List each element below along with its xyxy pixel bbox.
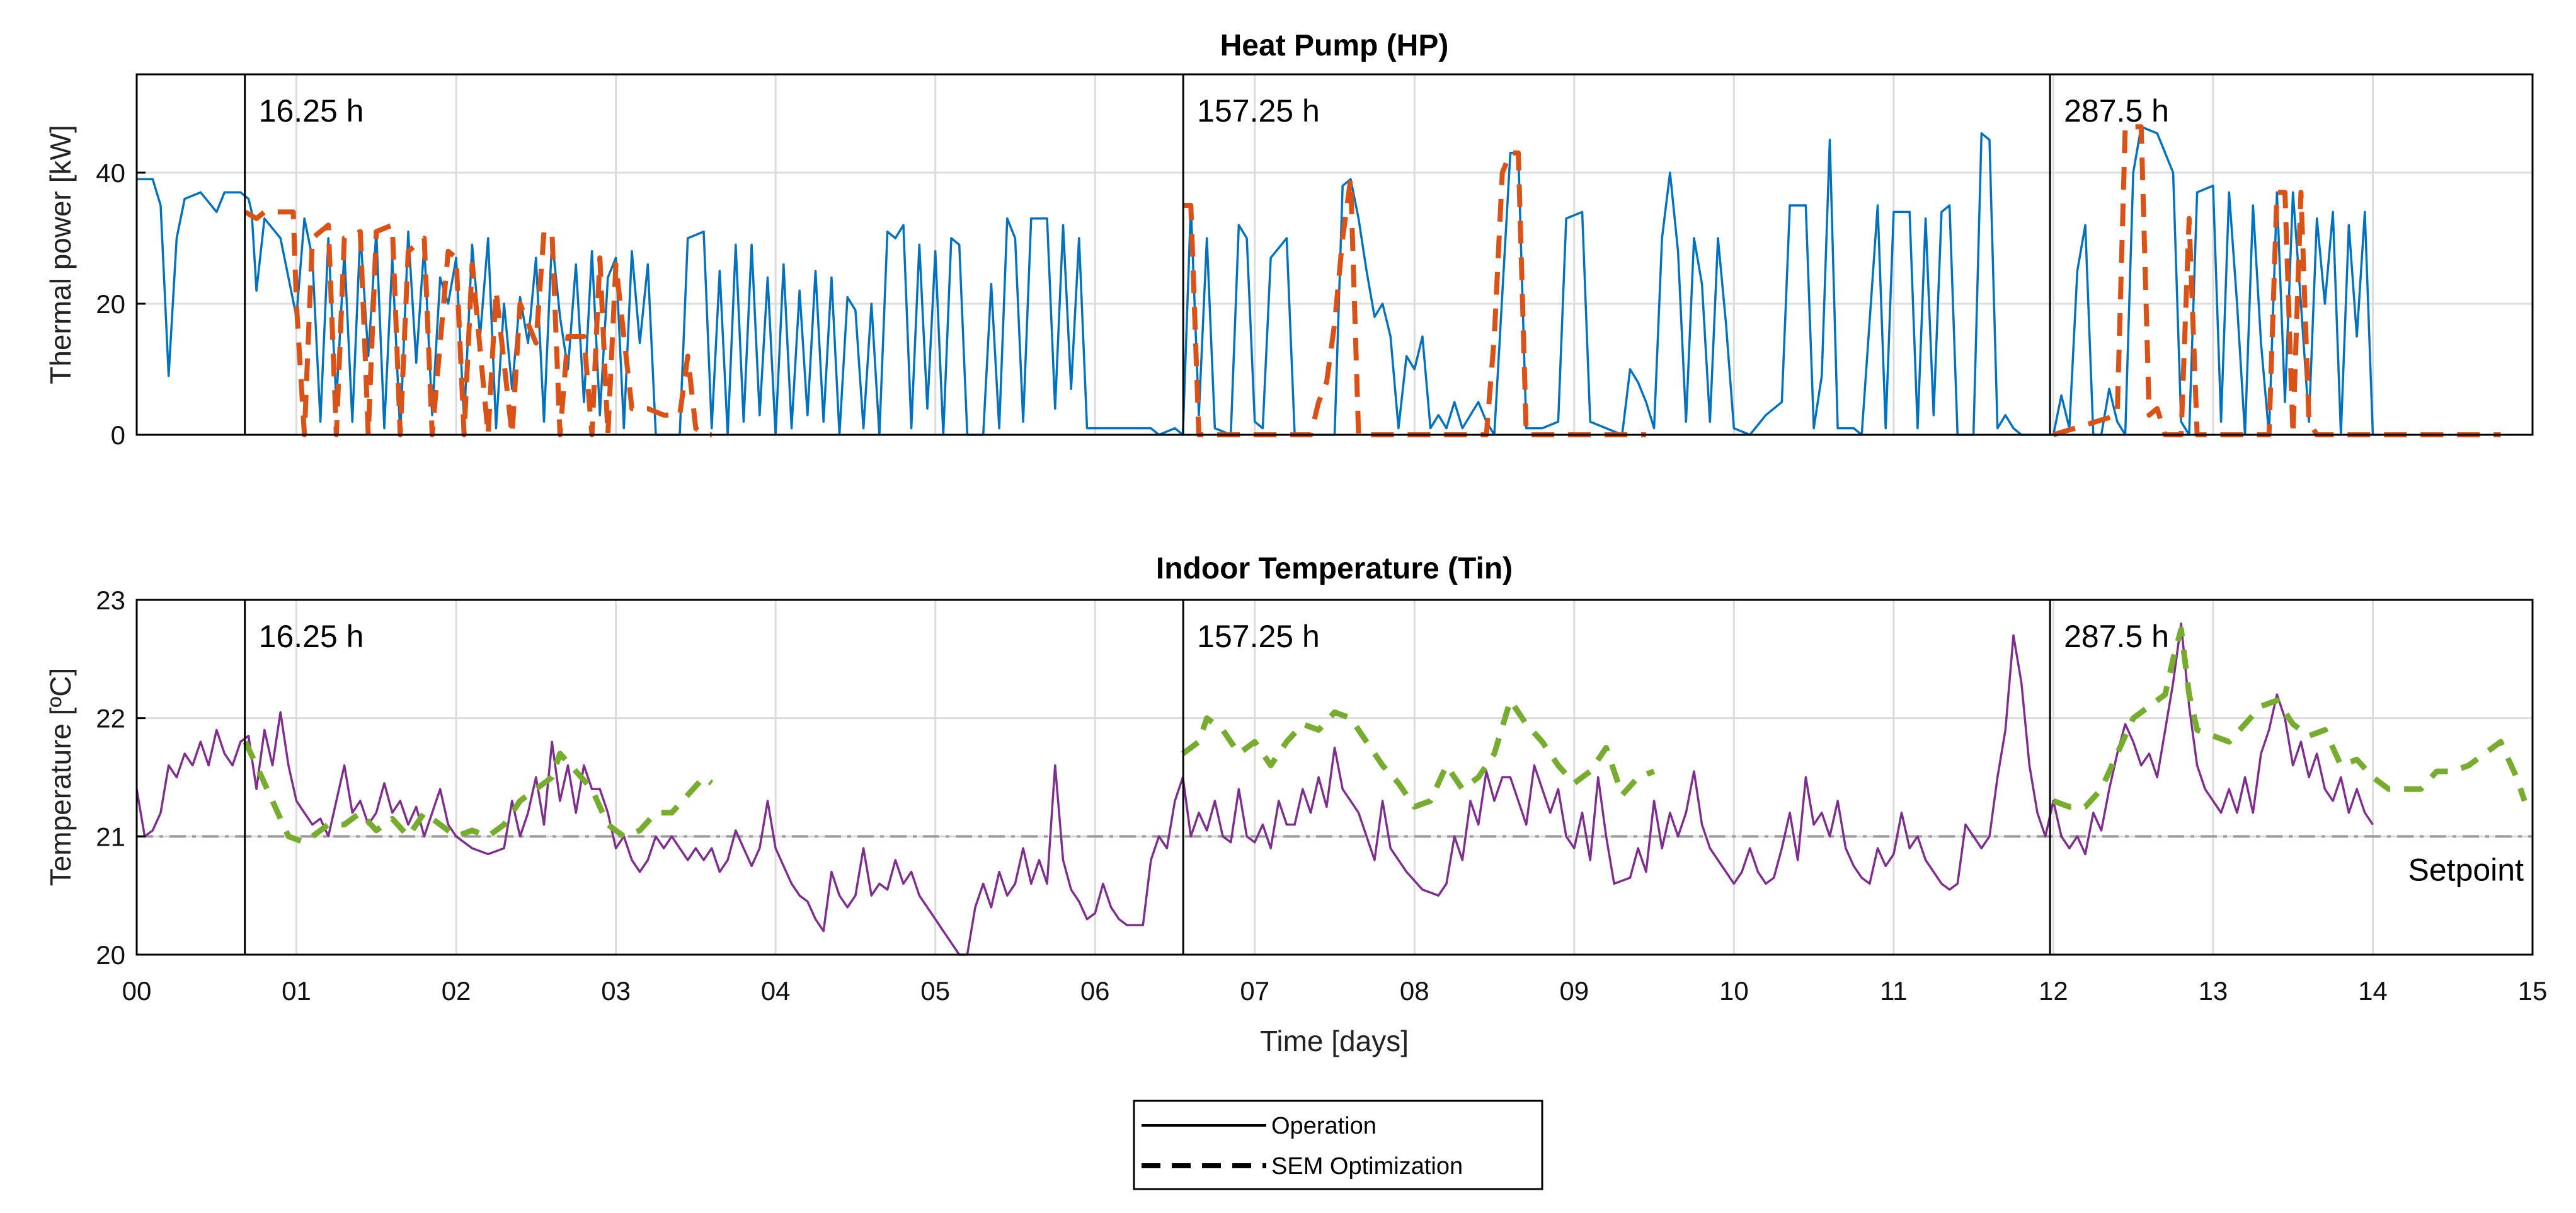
heat-pump-y-ticks: 0 20 40 [96, 158, 146, 450]
legend: Operation SEM Optimization [1133, 1100, 1543, 1190]
marker-label: 157.25 h [1197, 93, 1320, 129]
heat-pump-panel: Heat Pump (HP) 16.25 h 157.25 h 287.5 h 0 2… [44, 29, 2534, 450]
indoor-temperature-panel: Indoor Temperature (Tin) Setpoint 16.25 … [44, 552, 2547, 1057]
x-tick-label: 01 [282, 976, 311, 1006]
indoor-temperature-y-ticks: 20 21 22 23 [96, 585, 146, 970]
x-tick-label: 06 [1080, 976, 1110, 1006]
x-tick-label: 07 [1240, 976, 1269, 1006]
x-tick-label: 00 [122, 976, 152, 1006]
heat-pump-y-axis-label: Thermal power [kW] [44, 125, 77, 384]
sem-optimization-series-line [244, 209, 712, 437]
x-tick-label: 13 [2199, 976, 2228, 1006]
y-tick-label: 40 [96, 158, 125, 188]
marker-label: 287.5 h [2064, 619, 2169, 654]
y-tick-label: 23 [96, 585, 125, 615]
x-tick-labels: 00 01 02 03 04 05 06 07 08 09 10 11 12 13 14 15 [122, 976, 2548, 1006]
setpoint-label: Setpoint [2408, 852, 2524, 887]
marker-label: 157.25 h [1197, 619, 1320, 654]
x-tick-label: 05 [920, 976, 950, 1006]
x-tick-label: 09 [1559, 976, 1589, 1006]
sem-optimization-series-line [1181, 698, 1656, 810]
x-tick-label: 02 [442, 976, 471, 1006]
sem-optimization-series-line [2052, 626, 2527, 810]
setpoint-line-group: Setpoint [137, 835, 2533, 887]
x-tick-label: 12 [2039, 976, 2068, 1006]
y-tick-label: 22 [96, 704, 125, 733]
sem-optimization-series-line [243, 740, 714, 846]
sem-optimization-series-line [1182, 150, 1646, 437]
indoor-temperature-axes-frame [135, 599, 2534, 956]
x-tick-label: 11 [1880, 976, 1908, 1006]
legend-label-sem-optimization: SEM Optimization [1271, 1153, 1463, 1180]
legend-box [1133, 1100, 1543, 1190]
x-tick-label: 04 [761, 976, 791, 1006]
operation-series-line [135, 622, 2374, 956]
marker-label: 16.25 h [259, 93, 364, 129]
indoor-temperature-marker-lines: 16.25 h 157.25 h 287.5 h [244, 600, 2169, 955]
x-tick-label: 08 [1400, 976, 1429, 1006]
indoor-temperature-y-axis-label: Temperature [ºC] [44, 668, 77, 887]
y-tick-label: 21 [96, 822, 125, 851]
heat-pump-marker-lines: 16.25 h 157.25 h 287.5 h [244, 74, 2169, 435]
y-tick-label: 20 [96, 289, 125, 319]
heat-pump-axes-frame [135, 73, 2534, 436]
x-tick-label: 14 [2358, 976, 2388, 1006]
x-axis-label: Time [days] [1260, 1025, 1409, 1057]
indoor-temperature-series [135, 622, 2527, 956]
indoor-temperature-title: Indoor Temperature (Tin) [1156, 552, 1513, 585]
x-tick-label: 15 [2518, 976, 2548, 1006]
y-tick-label: 0 [111, 420, 125, 450]
x-tick-label: 10 [1719, 976, 1749, 1006]
legend-label-operation: Operation [1271, 1113, 1377, 1139]
y-tick-label: 20 [96, 940, 125, 970]
marker-label: 287.5 h [2064, 93, 2169, 129]
x-tick-label: 03 [601, 976, 631, 1006]
heat-pump-title: Heat Pump (HP) [1220, 29, 1449, 62]
marker-label: 16.25 h [259, 619, 364, 654]
